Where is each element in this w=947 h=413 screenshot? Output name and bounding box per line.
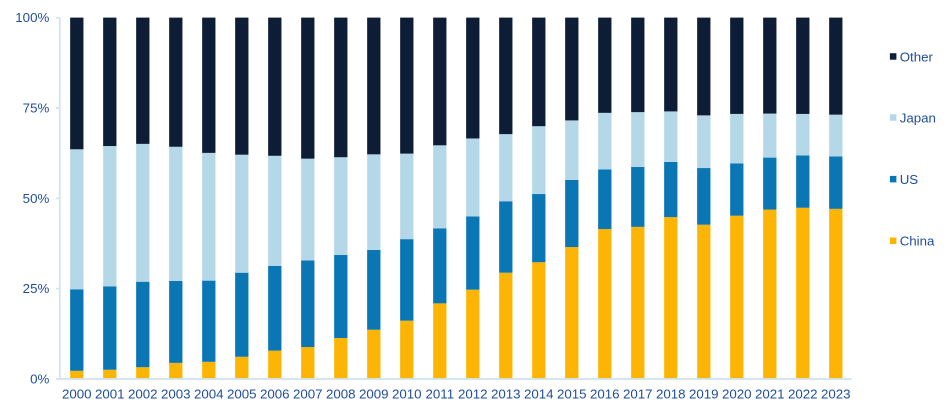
svg-text:2019: 2019 (689, 387, 719, 402)
svg-text:100%: 100% (15, 10, 49, 25)
svg-text:2022: 2022 (788, 387, 818, 402)
svg-text:2017: 2017 (623, 387, 653, 402)
svg-text:2016: 2016 (590, 387, 620, 402)
svg-text:2018: 2018 (656, 387, 686, 402)
svg-text:2010: 2010 (392, 387, 422, 402)
svg-text:2012: 2012 (458, 387, 488, 402)
svg-text:2014: 2014 (524, 387, 554, 402)
svg-text:50%: 50% (23, 191, 50, 206)
svg-text:2021: 2021 (755, 387, 785, 402)
svg-text:2002: 2002 (128, 387, 158, 402)
svg-text:2009: 2009 (359, 387, 389, 402)
svg-text:2003: 2003 (161, 387, 191, 402)
svg-text:2007: 2007 (293, 387, 323, 402)
svg-text:2011: 2011 (426, 387, 455, 402)
svg-text:2015: 2015 (557, 387, 587, 402)
svg-text:2005: 2005 (227, 387, 257, 402)
svg-text:Other: Other (900, 49, 934, 64)
svg-text:Japan: Japan (900, 110, 936, 125)
svg-text:2004: 2004 (194, 387, 224, 402)
svg-text:2008: 2008 (326, 387, 356, 402)
svg-text:2001: 2001 (95, 387, 125, 402)
svg-text:75%: 75% (23, 100, 50, 115)
svg-text:2023: 2023 (821, 387, 851, 402)
svg-text:China: China (900, 234, 935, 249)
svg-text:US: US (900, 172, 919, 187)
svg-text:2000: 2000 (62, 387, 92, 402)
svg-text:2020: 2020 (722, 387, 752, 402)
svg-text:0%: 0% (30, 371, 49, 386)
svg-text:25%: 25% (23, 281, 50, 296)
svg-text:2006: 2006 (260, 387, 290, 402)
svg-text:2013: 2013 (491, 387, 521, 402)
